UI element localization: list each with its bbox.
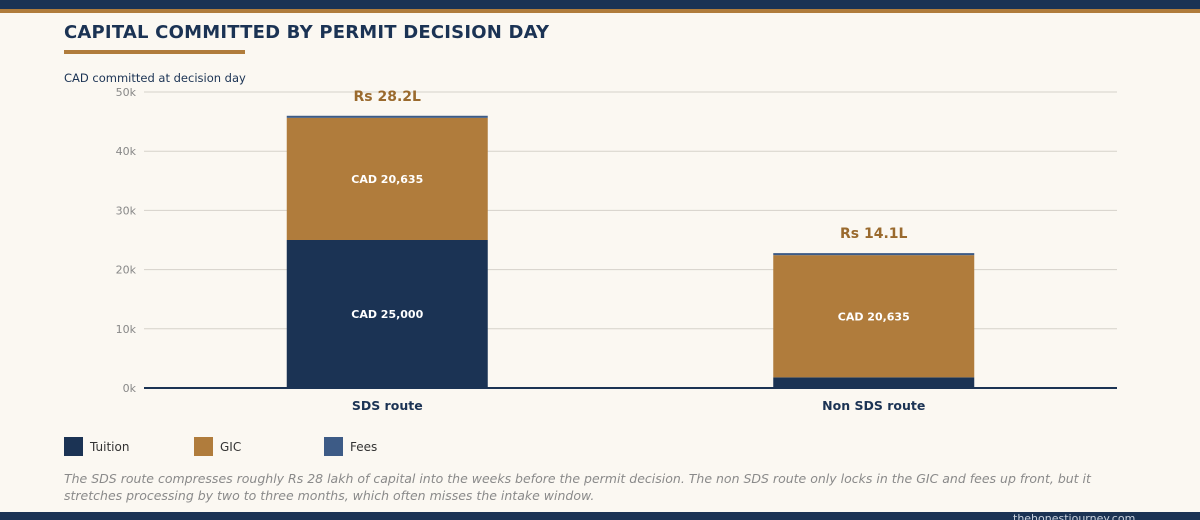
bar-segment-tuition xyxy=(773,377,975,388)
legend-item-gic: GIC xyxy=(194,437,241,456)
legend-swatch xyxy=(64,437,83,456)
top-accent-stripe xyxy=(0,9,1200,13)
y-tick-label: 0k xyxy=(123,382,137,395)
legend-swatch xyxy=(324,437,343,456)
footer-site-url: thehonestjourney.com xyxy=(1013,512,1136,520)
title-underline xyxy=(64,50,245,54)
x-category-label: SDS route xyxy=(352,398,423,413)
bar-data-label: CAD 20,635 xyxy=(838,310,910,323)
legend-item-tuition: Tuition xyxy=(64,437,129,456)
top-accent-bar xyxy=(0,0,1200,9)
y-tick-label: 30k xyxy=(116,204,137,217)
bar-segment-fees xyxy=(286,115,488,118)
legend-item-fees: Fees xyxy=(324,437,377,456)
y-axis-label: CAD committed at decision day xyxy=(64,71,246,85)
bar-total-label: Rs 28.2L xyxy=(354,89,422,105)
bar-segment-tuition xyxy=(286,240,488,388)
legend-label: Fees xyxy=(350,439,378,454)
bar-total-label: Rs 14.1L xyxy=(840,226,908,242)
bottom-bar: thehonestjourney.com xyxy=(0,512,1200,520)
y-tick-label: 50k xyxy=(116,86,137,99)
y-tick-label: 20k xyxy=(116,264,137,277)
bar-segment-gic xyxy=(286,117,488,240)
legend-label: GIC xyxy=(220,439,242,454)
y-tick-label: 10k xyxy=(116,323,137,336)
bar-data-label: CAD 25,000 xyxy=(351,308,423,321)
x-category-label: Non SDS route xyxy=(822,398,925,413)
page-title: CAPITAL COMMITTED BY PERMIT DECISION DAY xyxy=(64,22,550,43)
legend-swatch xyxy=(194,437,213,456)
legend-label: Tuition xyxy=(90,439,130,454)
bar-segment-fees xyxy=(773,253,975,256)
bar-data-label: CAD 20,635 xyxy=(351,173,423,186)
y-tick-label: 40k xyxy=(116,145,137,158)
stacked-bar-chart: 0k 10k 20k 30k 40k 50k CAD 25,000 CAD 20,635 Rs … xyxy=(116,86,1117,413)
bar-segment-gic xyxy=(773,255,975,378)
chart-legend: Tuition GIC Fees xyxy=(0,437,1200,459)
chart-caption: The SDS route compresses roughly Rs 28 l… xyxy=(64,471,1091,503)
